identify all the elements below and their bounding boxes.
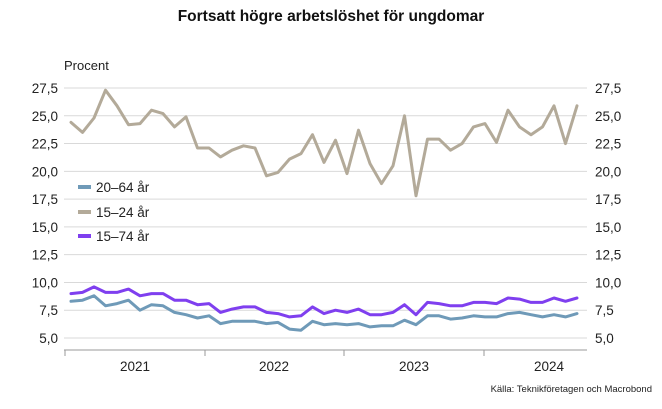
y-tick-label-right: 5,0 xyxy=(595,331,614,346)
y-tick-label-right: 17,5 xyxy=(595,192,621,207)
legend-label: 15–74 år xyxy=(96,229,150,244)
y-axis-right-ticks: 27,5 25,0 22,5 20,0 17,5 15,0 12,5 10,0 7,5 5,0 xyxy=(595,81,621,346)
gridlines xyxy=(64,87,587,339)
source-note: Källa: Teknikföretagen och Macrobond xyxy=(491,384,652,395)
y-axis-unit-label: Procent xyxy=(64,58,109,73)
y-tick-label-right: 7,5 xyxy=(595,303,614,318)
y-tick-label-right: 25,0 xyxy=(595,109,621,124)
x-tick-label: 2022 xyxy=(259,359,289,374)
legend: 20–64 år 15–24 år 15–74 år xyxy=(78,180,150,244)
y-tick-label-left: 12,5 xyxy=(32,248,58,263)
y-tick-label-left: 20,0 xyxy=(32,164,58,179)
y-axis-left-ticks: 27,5 25,0 22,5 20,0 17,5 15,0 12,5 10,0 7,5 5,0 xyxy=(32,81,58,346)
x-axis-labels: 2021 2022 2023 2024 xyxy=(120,359,565,374)
y-tick-label-left: 25,0 xyxy=(32,109,58,124)
x-tick-label: 2024 xyxy=(534,359,565,374)
legend-label: 15–24 år xyxy=(96,205,150,220)
y-tick-label-right: 20,0 xyxy=(595,164,621,179)
legend-label: 20–64 år xyxy=(96,180,150,195)
y-tick-label-right: 12,5 xyxy=(595,248,621,263)
y-tick-label-right: 15,0 xyxy=(595,220,621,235)
y-tick-label-left: 15,0 xyxy=(32,220,58,235)
y-tick-label-right: 22,5 xyxy=(595,137,621,152)
y-tick-label-left: 17,5 xyxy=(32,192,58,207)
y-tick-label-left: 27,5 xyxy=(32,81,58,96)
y-tick-label-right: 10,0 xyxy=(595,275,621,290)
x-tick-label: 2023 xyxy=(399,359,429,374)
x-axis-ticks xyxy=(64,350,485,356)
series-line xyxy=(69,285,579,319)
series-lines xyxy=(69,88,579,332)
chart-title: Fortsatt högre arbetslöshet för ungdomar xyxy=(178,8,485,25)
x-tick-label: 2021 xyxy=(120,359,150,374)
series-line xyxy=(69,88,579,198)
y-tick-label-left: 7,5 xyxy=(39,303,58,318)
y-tick-label-left: 5,0 xyxy=(39,331,58,346)
y-tick-label-right: 27,5 xyxy=(595,81,621,96)
y-tick-label-left: 22,5 xyxy=(32,137,58,152)
y-tick-label-left: 10,0 xyxy=(32,275,58,290)
series-line xyxy=(69,294,579,332)
